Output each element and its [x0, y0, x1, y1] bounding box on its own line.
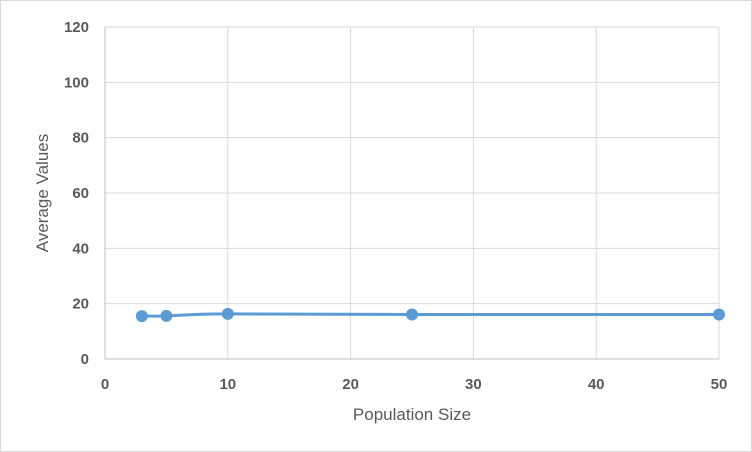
y-tick-label: 100	[64, 74, 89, 91]
y-tick-label: 0	[81, 351, 89, 368]
y-axis-title: Average Values	[33, 134, 52, 252]
tick-labels: 0 20 40 60 80 100 120 0 10 20 30 40 50	[64, 19, 727, 393]
x-tick-label: 50	[711, 376, 728, 393]
x-tick-label: 0	[101, 376, 109, 393]
y-tick-label: 120	[64, 19, 89, 36]
grid-layer	[105, 26, 720, 359]
x-tick-label: 40	[588, 376, 605, 393]
x-tick-label: 10	[219, 376, 236, 393]
y-tick-label: 40	[72, 240, 89, 257]
data-point	[406, 308, 418, 321]
data-point	[713, 308, 725, 321]
y-tick-label: 20	[72, 296, 89, 313]
y-tick-label: 80	[72, 130, 89, 147]
x-tick-label: 20	[342, 376, 359, 393]
series-layer	[135, 307, 725, 323]
y-tick-label: 60	[72, 185, 89, 202]
axis-layer	[104, 27, 719, 360]
data-point	[135, 310, 148, 323]
data-point	[160, 309, 173, 322]
data-point	[221, 307, 234, 320]
x-tick-label: 30	[465, 376, 482, 393]
x-axis-title: Population Size	[353, 405, 471, 424]
